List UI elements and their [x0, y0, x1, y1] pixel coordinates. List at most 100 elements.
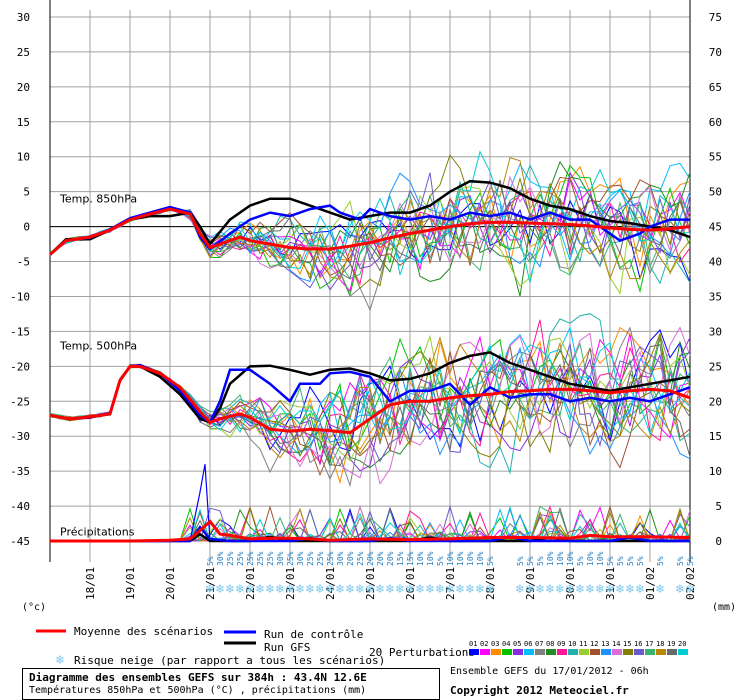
snowflake-icon: ❄	[305, 582, 315, 596]
left-tick-label: -30	[10, 430, 30, 443]
snow-risk-pct: 25%	[256, 551, 265, 566]
snow-risk-pct: 25%	[246, 551, 255, 566]
snow-risk-pct: 5%	[436, 556, 445, 566]
snowflake-icon: ❄	[235, 582, 245, 596]
chart-subtitle: Températures 850hPa et 500hPa (°C) , pré…	[29, 685, 367, 696]
snow-risk-pct: 5%	[626, 556, 635, 566]
snow-risk-pct: 5%	[206, 556, 215, 566]
snowflake-icon: ❄	[375, 582, 385, 596]
perturbation-code: 03	[491, 640, 499, 648]
snowflake-icon: ❄	[465, 582, 475, 596]
date-tick-label: 27/01	[444, 567, 457, 600]
t850-mean-line	[49, 207, 691, 256]
date-tick-label: 30/01	[564, 567, 577, 600]
snow-risk-pct: 5%	[656, 556, 665, 566]
perturbation-swatch	[524, 649, 534, 655]
perturbation-swatch	[656, 649, 666, 655]
snowflake-icon: ❄	[535, 582, 545, 596]
left-tick-label: 15	[17, 116, 30, 129]
snowflake-icon: ❄	[325, 582, 335, 596]
left-tick-label: 25	[17, 46, 30, 59]
snow-risk-pct: 20%	[376, 551, 385, 566]
left-tick-label: -15	[10, 325, 30, 338]
right-tick-label: 50	[709, 186, 722, 199]
snow-risk-pct: 20%	[366, 551, 375, 566]
left-tick-label: -45	[10, 535, 30, 548]
perturbation-code: 09	[557, 640, 565, 648]
date-tick-label: 19/01	[124, 567, 137, 600]
snowflake-icon: ❄	[625, 582, 635, 596]
date-tick-label: 25/01	[364, 567, 377, 600]
perturbation-code: 08	[546, 640, 554, 648]
snowflake-icon: ❄	[215, 582, 225, 596]
perturbation-code: 19	[667, 640, 675, 648]
left-tick-label: -25	[10, 395, 30, 408]
left-tick-label: 5	[23, 186, 30, 199]
date-tick-label: 22/01	[244, 567, 257, 600]
legend-mean-label: Moyenne des scénarios	[74, 625, 213, 638]
perturbation-legend-label: 20 Perturbations	[369, 646, 475, 659]
snowflake-icon: ❄	[525, 582, 535, 596]
snow-risk-pct: 10%	[546, 551, 555, 566]
snow-risk-pct: 10%	[476, 551, 485, 566]
right-tick-label: 40	[709, 256, 722, 269]
snow-risk-pct: 10%	[426, 551, 435, 566]
right-tick-label: 70	[709, 46, 722, 59]
snowflake-icon: ❄	[415, 582, 425, 596]
date-tick-label: 21/01	[204, 567, 217, 600]
right-tick-label: 35	[709, 290, 722, 303]
section-label: Précipitations	[60, 525, 135, 538]
right-tick-label: 25	[709, 360, 722, 373]
perturbation-swatch	[480, 649, 490, 655]
snowflake-icon: ❄	[355, 582, 365, 596]
date-tick-label: 28/01	[484, 567, 497, 600]
snowflake-icon: ❄	[335, 582, 345, 596]
left-tick-label: 20	[17, 81, 30, 94]
snowflake-icon: ❄	[545, 582, 555, 596]
perturbation-code: 18	[656, 640, 664, 648]
snow-risk-pct: 20%	[346, 551, 355, 566]
perturbation-code: 04	[502, 640, 510, 648]
snow-risk-pct: 5%	[576, 556, 585, 566]
t500-mean-line	[49, 364, 691, 435]
perturbation-code: 20	[678, 640, 686, 648]
snowflake-icon: ❄	[595, 582, 605, 596]
snow-risk-pct: 10%	[446, 551, 455, 566]
perturbation-swatch	[513, 649, 523, 655]
perturbation-swatch	[568, 649, 578, 655]
chart-title: Diagramme des ensembles GEFS sur 384h : …	[29, 671, 367, 684]
perturbation-code: 05	[513, 640, 521, 648]
right-tick-label: 60	[709, 116, 722, 129]
snow-risk-pct: 10%	[596, 551, 605, 566]
date-tick-label: 29/01	[524, 567, 537, 600]
snow-risk-pct: 10%	[466, 551, 475, 566]
snowflake-icon: ❄	[265, 582, 275, 596]
snow-risk-pct: 5%	[486, 556, 495, 566]
snow-risk-pct: 5%	[636, 556, 645, 566]
snowflake-icon: ❄	[315, 582, 325, 596]
snowflake-icon: ❄	[615, 582, 625, 596]
date-tick-label: 26/01	[404, 567, 417, 600]
perturbation-code: 15	[623, 640, 631, 648]
snowflake-icon: ❄	[275, 582, 285, 596]
perturbation-swatch	[469, 649, 479, 655]
snow-risk-pct: 5%	[686, 556, 695, 566]
date-tick-label: 23/01	[284, 567, 297, 600]
snowflake-icon: ❄	[565, 582, 575, 596]
ensemble-chart: 302520151050-5-10-15-20-25-30-35-40-4575…	[10, 0, 736, 667]
t850-control-line	[49, 204, 690, 256]
legend-gfs-label: Run GFS	[264, 641, 310, 654]
snowflake-icon: ❄	[475, 582, 485, 596]
snowflake-icon: ❄	[575, 582, 585, 596]
snow-risk-pct: 30%	[276, 551, 285, 566]
snow-risk-pct: 10%	[586, 551, 595, 566]
perturbation-swatch	[645, 649, 655, 655]
snow-risk-pct: 30%	[296, 551, 305, 566]
snowflake-icon: ❄	[585, 582, 595, 596]
snow-risk-pct: 10%	[566, 551, 575, 566]
perturbation-code: 06	[524, 640, 532, 648]
date-tick-label: 18/01	[84, 567, 97, 600]
perturbation-code: 02	[480, 640, 488, 648]
snow-risk-pct: 25%	[306, 551, 315, 566]
right-tick-label: 30	[709, 325, 722, 338]
